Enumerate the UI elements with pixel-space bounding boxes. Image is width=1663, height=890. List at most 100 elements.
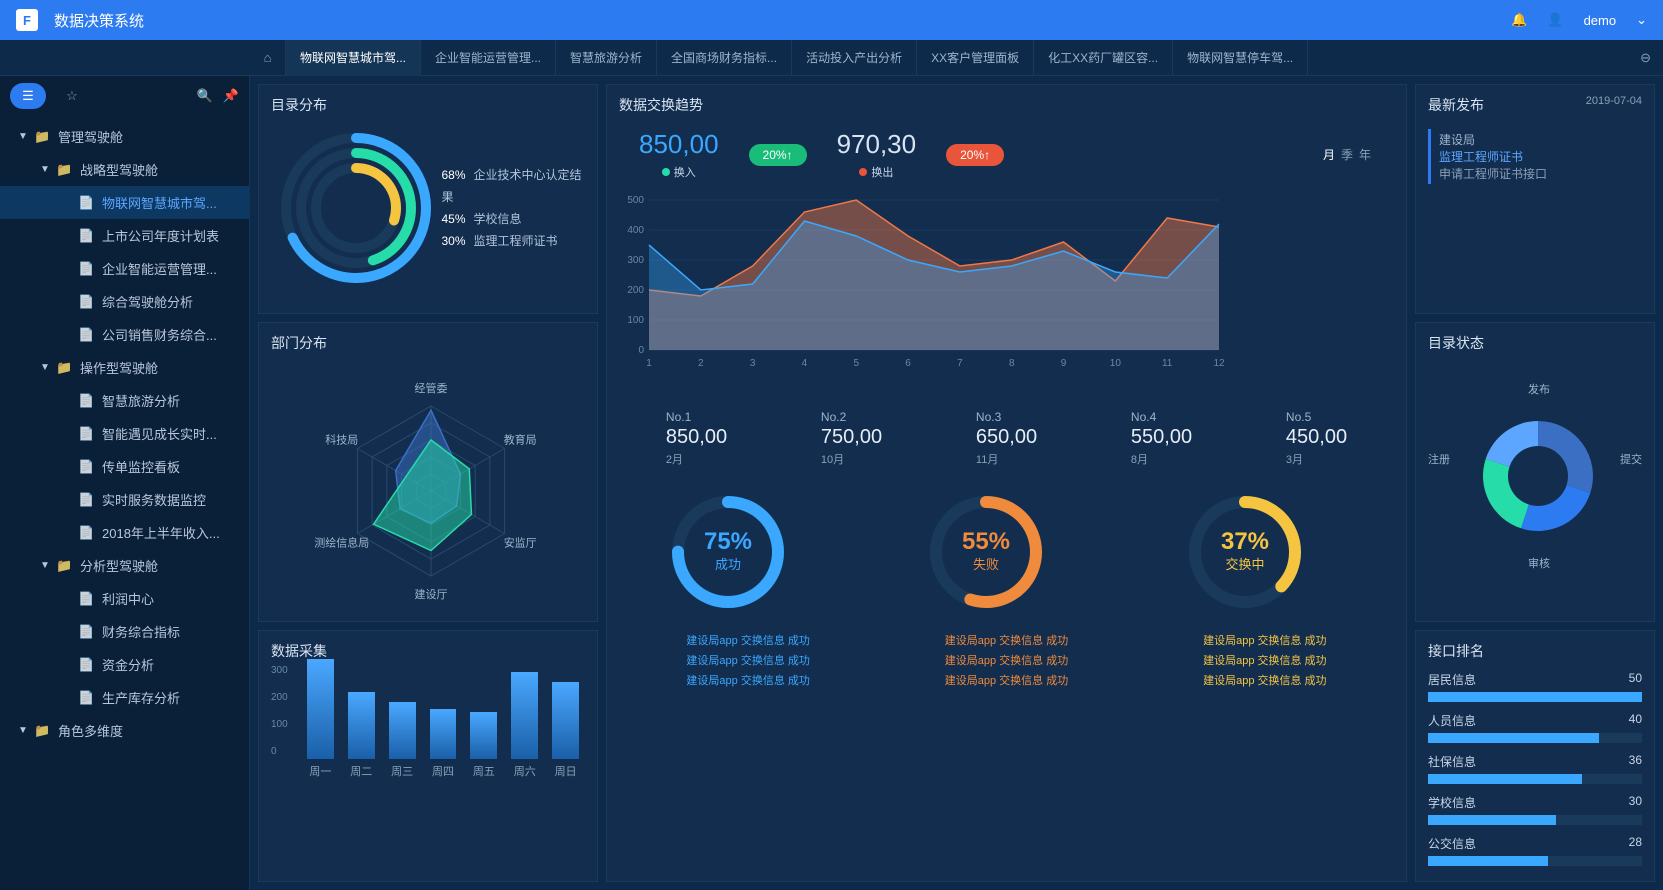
search-icon[interactable]: 🔍 bbox=[197, 88, 213, 104]
catalog-legend-item: 68%企业技术中心认定结果 bbox=[441, 164, 585, 208]
svg-text:7: 7 bbox=[957, 358, 963, 369]
panel-dept: 部门分布 经管委教育局安监厅建设厅测绘信息局科技局 bbox=[258, 322, 598, 622]
latest-date: 2019-07-04 bbox=[1586, 95, 1642, 107]
tab[interactable]: 化工XX药厂罐区容... bbox=[1034, 40, 1173, 76]
tree-item[interactable]: ▼📁操作型驾驶舱 bbox=[0, 351, 249, 384]
tab[interactable]: 物联网智慧城市驾... bbox=[286, 40, 421, 76]
status-label: 提交 bbox=[1620, 451, 1642, 467]
topbar: F 数据决策系统 🔔 👤 demo ⌄ bbox=[0, 0, 1663, 40]
top5-item: No.3650,0011月 bbox=[976, 410, 1037, 467]
status-label: 注册 bbox=[1428, 451, 1450, 467]
catalog-donut-chart bbox=[271, 123, 431, 293]
time-option[interactable]: 年 bbox=[1359, 148, 1371, 162]
top5-item: No.2750,0010月 bbox=[821, 410, 882, 467]
status-label: 发布 bbox=[1528, 381, 1550, 397]
bar: 周六 bbox=[511, 672, 538, 779]
home-icon[interactable]: ⌂ bbox=[250, 40, 286, 76]
latest-org: 建设局 bbox=[1439, 131, 1634, 148]
catalog-legend-item: 30%监理工程师证书 bbox=[441, 230, 585, 252]
gauge: 37%交换中建设局app 交换信息 成功建设局app 交换信息 成功建设局app… bbox=[1175, 487, 1355, 691]
panel-title: 最新发布 bbox=[1428, 95, 1484, 115]
tab[interactable]: 智慧旅游分析 bbox=[556, 40, 657, 76]
tree-item[interactable]: ▼📁管理驾驶舱 bbox=[0, 120, 249, 153]
bar: 周一 bbox=[307, 659, 334, 779]
time-switch[interactable]: 月季年 bbox=[1320, 146, 1374, 163]
tree-item[interactable]: 📄物联网智慧城市驾... bbox=[0, 186, 249, 219]
bar: 周四 bbox=[430, 709, 457, 779]
tree-item[interactable]: 📄智能遇见成长实时... bbox=[0, 417, 249, 450]
list-view-icon[interactable]: ☰ bbox=[10, 83, 46, 109]
bell-icon[interactable]: 🔔 bbox=[1511, 12, 1527, 28]
svg-text:200: 200 bbox=[627, 285, 644, 296]
tab[interactable]: XX客户管理面板 bbox=[917, 40, 1034, 76]
collect-bar-chart: 周一周二周三周四周五周六周日 bbox=[301, 669, 585, 779]
svg-text:成功: 成功 bbox=[715, 557, 741, 572]
svg-text:2: 2 bbox=[698, 358, 704, 369]
tree-item[interactable]: 📄资金分析 bbox=[0, 648, 249, 681]
trend-in-label: 换入 bbox=[674, 167, 696, 179]
rank-row: 社保信息36 bbox=[1428, 753, 1642, 784]
tree-item[interactable]: ▼📁战略型驾驶舱 bbox=[0, 153, 249, 186]
catalog-legend: 68%企业技术中心认定结果45%学校信息30%监理工程师证书 bbox=[441, 164, 585, 252]
panel-catalog: 目录分布 68%企业技术中心认定结果45%学校信息30%监理工程师证书 bbox=[258, 84, 598, 314]
svg-text:测绘信息局: 测绘信息局 bbox=[314, 536, 369, 550]
favorite-icon[interactable]: ☆ bbox=[54, 83, 90, 109]
user-caret-icon[interactable]: ⌄ bbox=[1636, 12, 1647, 28]
app-title: 数据决策系统 bbox=[54, 10, 144, 31]
tab[interactable]: 物联网智慧停车驾... bbox=[1173, 40, 1308, 76]
svg-text:安监厅: 安监厅 bbox=[504, 536, 537, 550]
tree-item[interactable]: ▼📁分析型驾驶舱 bbox=[0, 549, 249, 582]
tree-item[interactable]: ▼📁角色多维度 bbox=[0, 714, 249, 747]
tree-item[interactable]: 📄传单监控看板 bbox=[0, 450, 249, 483]
gauge: 55%失败建设局app 交换信息 成功建设局app 交换信息 成功建设局app … bbox=[916, 487, 1096, 691]
panel-title: 目录分布 bbox=[271, 95, 585, 115]
rank-row: 学校信息30 bbox=[1428, 794, 1642, 825]
panel-title: 接口排名 bbox=[1428, 641, 1642, 661]
tree-item[interactable]: 📄公司销售财务综合... bbox=[0, 318, 249, 351]
svg-text:500: 500 bbox=[627, 195, 644, 206]
trend-area-chart: 0100200300400500123456789101112 bbox=[619, 190, 1229, 400]
panel-title: 部门分布 bbox=[271, 333, 585, 353]
tab[interactable]: 全国商场财务指标... bbox=[657, 40, 792, 76]
catalog-legend-item: 45%学校信息 bbox=[441, 208, 585, 230]
tree-item[interactable]: 📄2018年上半年收入... bbox=[0, 516, 249, 549]
svg-text:4: 4 bbox=[802, 358, 808, 369]
svg-text:300: 300 bbox=[627, 255, 644, 266]
trend-out-value: 970,30 bbox=[837, 129, 917, 160]
bar: 周五 bbox=[470, 712, 497, 779]
top5-item: No.1850,002月 bbox=[666, 410, 727, 467]
tree-item[interactable]: 📄利润中心 bbox=[0, 582, 249, 615]
svg-text:建设厅: 建设厅 bbox=[415, 587, 448, 601]
latest-item[interactable]: 建设局 监理工程师证书 申请工程师证书接口 bbox=[1428, 129, 1642, 184]
time-option[interactable]: 季 bbox=[1341, 148, 1353, 162]
user-name[interactable]: demo bbox=[1584, 13, 1617, 28]
user-icon[interactable]: 👤 bbox=[1547, 12, 1563, 28]
tree-item[interactable]: 📄智慧旅游分析 bbox=[0, 384, 249, 417]
sidebar-tools: ☰ ☆ 🔍 📌 bbox=[0, 76, 249, 116]
svg-text:11: 11 bbox=[1162, 358, 1173, 369]
tab[interactable]: 企业智能运营管理... bbox=[421, 40, 556, 76]
tree-item[interactable]: 📄企业智能运营管理... bbox=[0, 252, 249, 285]
panel-status: 目录状态 发布 提交 审核 注册 bbox=[1415, 322, 1655, 622]
tab[interactable]: 活动投入产出分析 bbox=[792, 40, 917, 76]
panel-trend: 数据交换趋势 850,00 换入 20%↑ 970,30 换出 20%↑ 月季年… bbox=[606, 84, 1407, 882]
svg-text:失败: 失败 bbox=[973, 557, 999, 572]
svg-text:经管委: 经管委 bbox=[415, 381, 448, 395]
latest-name: 监理工程师证书 bbox=[1439, 148, 1634, 165]
bar-yaxis: 3002001000 bbox=[271, 657, 288, 765]
svg-text:75%: 75% bbox=[704, 528, 752, 555]
tree-item[interactable]: 📄上市公司年度计划表 bbox=[0, 219, 249, 252]
pin-icon[interactable]: 📌 bbox=[223, 88, 239, 104]
svg-text:教育局: 教育局 bbox=[504, 433, 537, 447]
tree-item[interactable]: 📄综合驾驶舱分析 bbox=[0, 285, 249, 318]
trend-gauges: 75%成功建设局app 交换信息 成功建设局app 交换信息 成功建设局app … bbox=[619, 477, 1394, 701]
trend-in-badge: 20%↑ bbox=[749, 144, 807, 166]
svg-text:100: 100 bbox=[627, 315, 644, 326]
tab-strip: ⌂ 物联网智慧城市驾...企业智能运营管理...智慧旅游分析全国商场财务指标..… bbox=[0, 40, 1663, 76]
tree-item[interactable]: 📄生产库存分析 bbox=[0, 681, 249, 714]
svg-text:55%: 55% bbox=[962, 528, 1010, 555]
tree-item[interactable]: 📄实时服务数据监控 bbox=[0, 483, 249, 516]
time-option[interactable]: 月 bbox=[1323, 148, 1335, 162]
tree-item[interactable]: 📄财务综合指标 bbox=[0, 615, 249, 648]
tabs-overflow-icon[interactable]: ⊖ bbox=[1628, 50, 1663, 66]
